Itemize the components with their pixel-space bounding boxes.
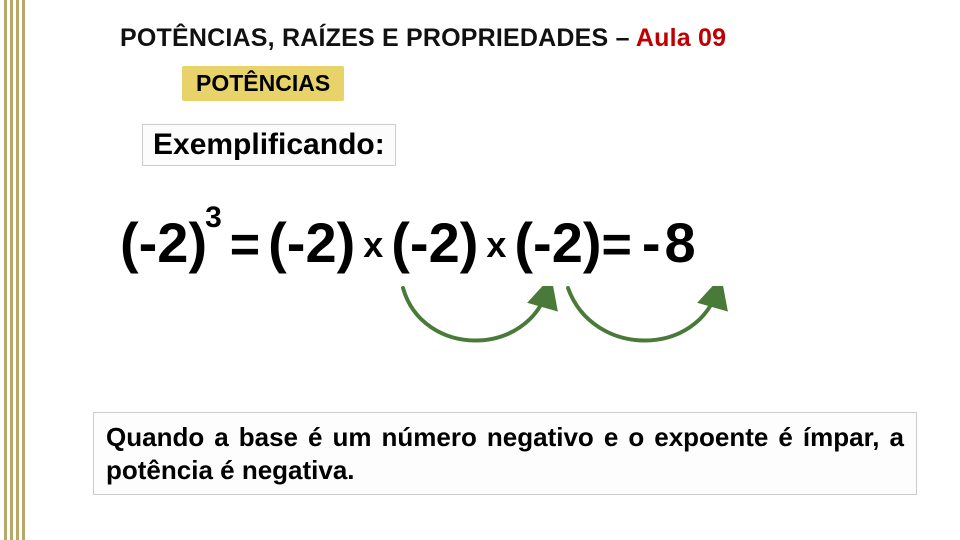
eq-factor-2: (-2) <box>391 215 478 271</box>
arc-1 <box>403 288 548 341</box>
equation: (-2) 3 = (-2) x (-2) x (-2) = - 8 <box>120 215 696 271</box>
eq-factor-1: (-2) <box>268 215 355 271</box>
badge-potencias: POTÊNCIAS <box>182 66 344 101</box>
left-accent-stripes <box>0 0 30 540</box>
eq-base: (-2) <box>120 215 207 271</box>
example-label-box: Exemplificando: <box>142 124 396 166</box>
eq-factor-3: (-2) <box>514 215 601 271</box>
title-main: POTÊNCIAS, RAÍZES E PROPRIEDADES – <box>120 24 636 52</box>
page-title: POTÊNCIAS, RAÍZES E PROPRIEDADES – Aula … <box>120 24 726 53</box>
title-lesson: Aula 09 <box>636 24 726 52</box>
eq-result: 8 <box>665 215 696 271</box>
multiplication-arcs <box>398 286 738 371</box>
eq-exponent: 3 <box>205 203 222 233</box>
eq-equals-1: = <box>230 219 260 271</box>
eq-minus: - <box>642 215 661 271</box>
eq-equals-2: = <box>602 219 632 271</box>
eq-times-1: x <box>363 227 383 263</box>
arc-2 <box>568 288 718 341</box>
eq-times-2: x <box>486 227 506 263</box>
bottom-note-box: Quando a base é um número negativo e o e… <box>93 412 917 495</box>
